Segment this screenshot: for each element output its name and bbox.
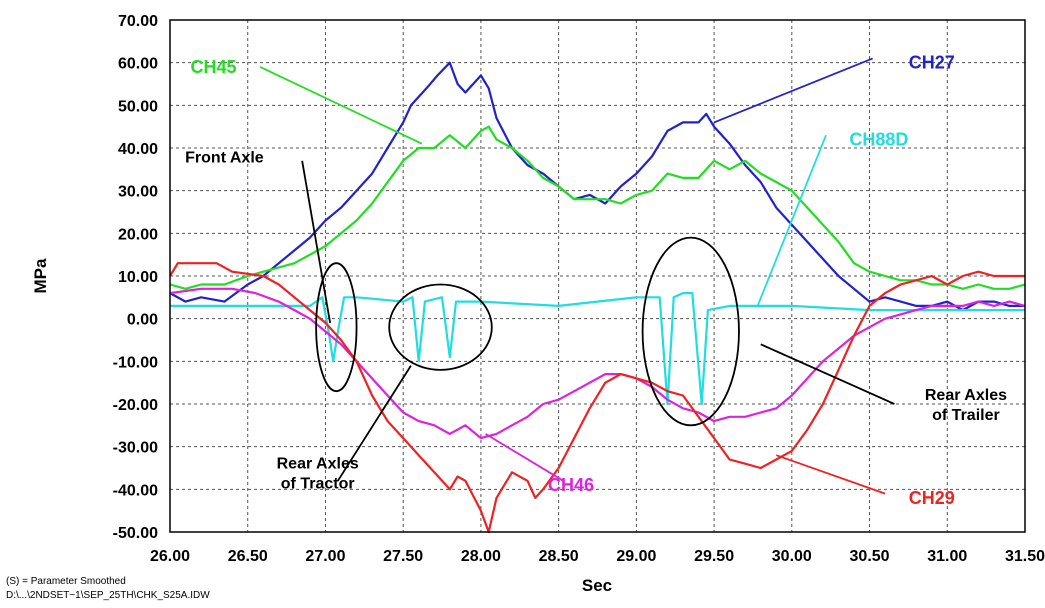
x-tick-labels: 26.00 26.50 27.00 27.50 28.00 28.50 29.00 29.50… — [150, 548, 1045, 565]
series-line-ch27 — [169, 61, 1025, 312]
y-tick-label: 50.00 — [118, 98, 158, 115]
y-tick-label: -10.00 — [113, 354, 158, 371]
y-tick-label: -30.00 — [113, 440, 158, 457]
footnote-smoothing: (S) = Parameter Smoothed — [6, 576, 126, 587]
annotation-pointer — [301, 160, 332, 324]
x-tick-label: 30.00 — [772, 548, 812, 565]
series-label-ch29: CH29 — [909, 488, 955, 508]
series-line-ch45 — [169, 125, 1026, 290]
x-tick-label: 29.50 — [694, 548, 734, 565]
series-label-ch46: CH46 — [548, 475, 594, 495]
x-tick-label: 29.00 — [616, 548, 656, 565]
x-tick-label: 28.50 — [539, 548, 579, 565]
y-tick-label: 60.00 — [118, 56, 158, 73]
annotation-label: Front Axle — [185, 150, 264, 167]
axle-ellipse — [388, 283, 493, 371]
x-tick-label: 31.00 — [927, 548, 967, 565]
annotation-ellipses — [315, 236, 740, 427]
y-tick-label: 0.00 — [127, 312, 158, 329]
annotation-label: Rear Axles — [277, 455, 359, 472]
annotation-label: of Tractor — [281, 475, 355, 492]
x-tick-label: 27.50 — [383, 548, 423, 565]
annotation-labels: Front Axle Rear Axles of Tractor Rear Axles… — [185, 150, 1007, 493]
series-label-ch45: CH45 — [191, 57, 237, 77]
footnote-file-path: D:\...\2NDSET~1\SEP_25TH\CHK_S25A.IDW — [6, 590, 210, 601]
annotation-pointers — [259, 57, 895, 495]
x-tick-label: 26.50 — [228, 548, 268, 565]
plot-frame — [169, 19, 1026, 533]
series-label-pointer — [259, 66, 423, 145]
series-label-pointer — [713, 57, 873, 124]
axle-ellipse — [315, 262, 358, 393]
series-lines — [169, 61, 1026, 534]
y-tick-label: -50.00 — [113, 525, 158, 542]
annotation-pointer — [760, 343, 895, 405]
annotation-label: Rear Axles — [925, 387, 1007, 404]
y-tick-label: 10.00 — [118, 269, 158, 286]
x-tick-label: 31.50 — [1005, 548, 1045, 565]
y-tick-label: 30.00 — [118, 184, 158, 201]
x-tick-label: 28.00 — [461, 548, 501, 565]
x-tick-label: 27.00 — [305, 548, 345, 565]
series-label-pointer — [775, 454, 886, 495]
y-tick-label: -40.00 — [113, 482, 158, 499]
y-tick-label: 70.00 — [118, 13, 158, 30]
series-label-ch27: CH27 — [909, 53, 955, 73]
x-tick-label: 30.50 — [850, 548, 890, 565]
x-axis-title: Sec — [582, 576, 612, 595]
y-tick-label: 20.00 — [118, 226, 158, 243]
x-tick-label: 26.00 — [150, 548, 190, 565]
series-line-ch29 — [169, 262, 1025, 534]
annotation-label: of Trailer — [932, 407, 1000, 424]
series-label-pointer — [756, 134, 827, 307]
y-tick-label: 40.00 — [118, 141, 158, 158]
annotation-pointer — [337, 365, 412, 482]
series-labels: CH45 CH27 CH88D CH46 CH29 — [191, 53, 955, 508]
y-tick-labels: 70.00 60.00 50.00 40.00 30.00 20.00 10.00 0.00 -… — [113, 13, 158, 542]
series-label-ch88d: CH88D — [849, 129, 908, 149]
series-line-ch88d — [170, 292, 1025, 406]
axle-ellipse — [641, 236, 740, 427]
y-axis-title: MPa — [31, 258, 50, 294]
series-label-pointer — [485, 433, 564, 482]
y-tick-label: -20.00 — [113, 397, 158, 414]
